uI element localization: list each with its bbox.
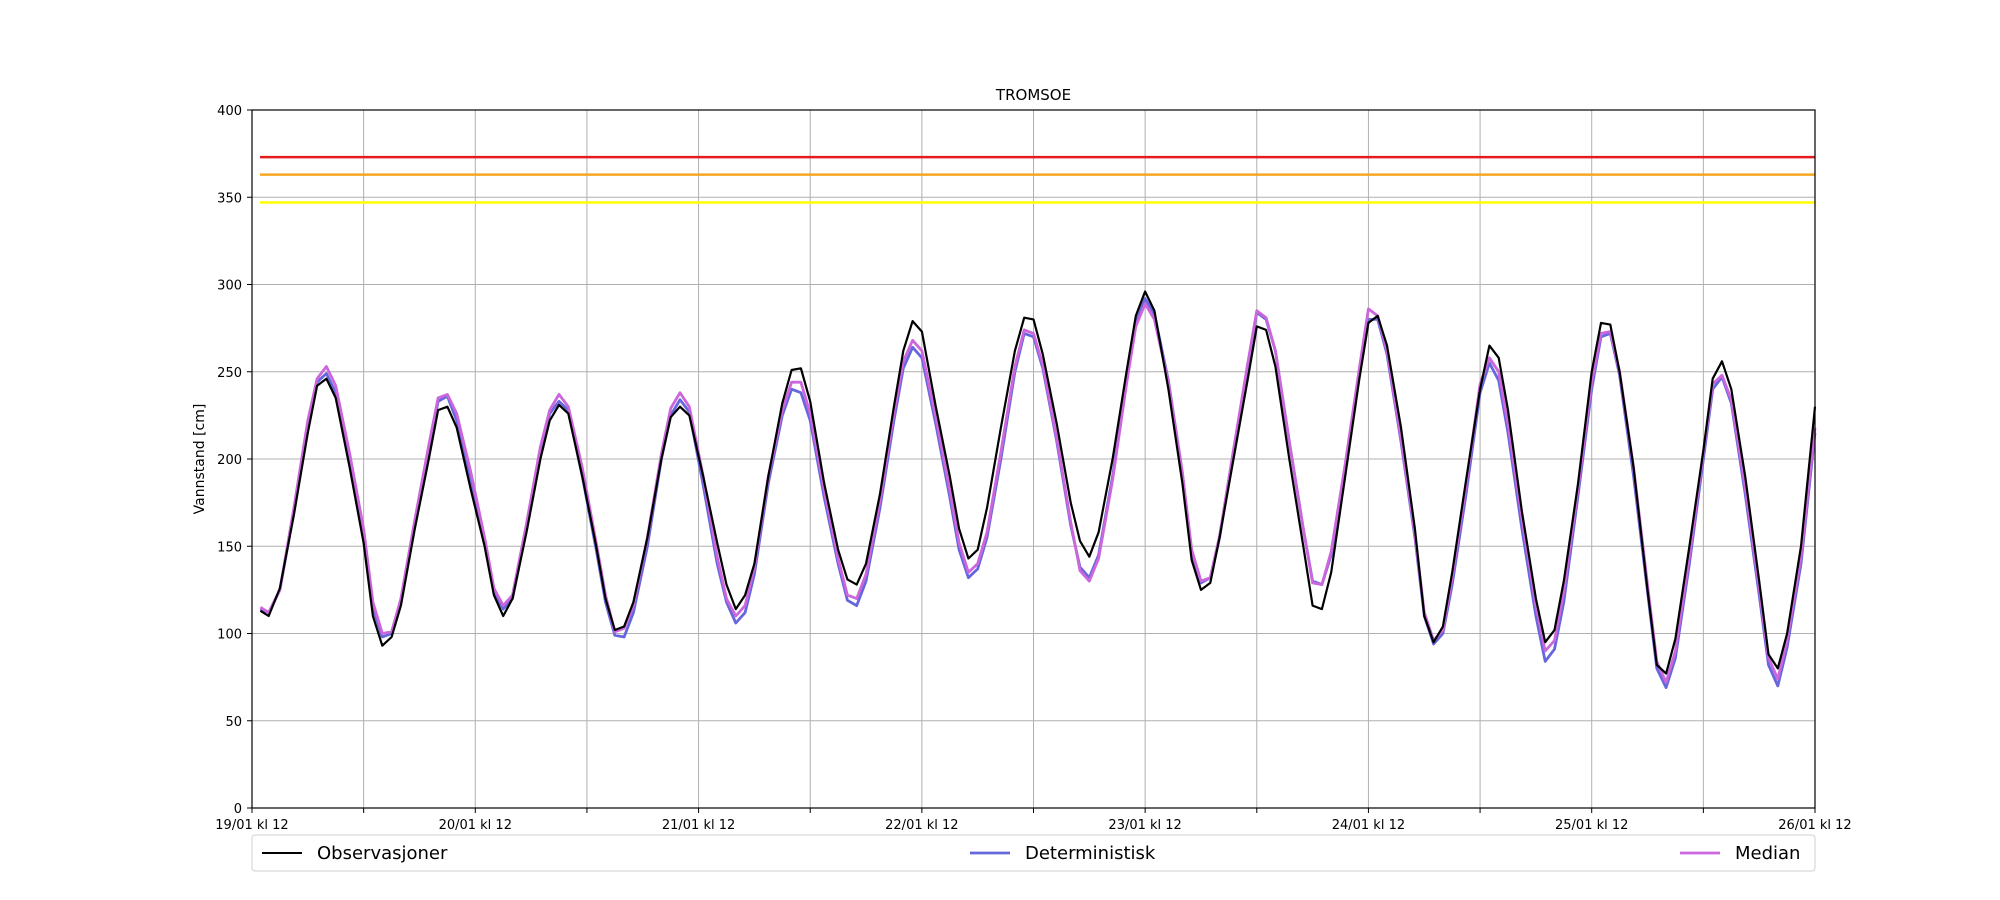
series-line-deterministisk xyxy=(259,297,1817,689)
y-tick-label: 400 xyxy=(217,104,242,119)
x-tick-label: 21/01 kl 12 xyxy=(662,818,735,833)
x-tick-label: 24/01 kl 12 xyxy=(1332,818,1405,833)
x-tick-label: 25/01 kl 12 xyxy=(1555,818,1628,833)
x-tick-label: 26/01 kl 12 xyxy=(1778,818,1851,833)
x-tick-label: 19/01 kl 12 xyxy=(215,818,288,833)
series-line-observasjoner xyxy=(259,290,1817,675)
legend-box xyxy=(251,834,1816,872)
y-axis-label: Vannstand [cm] xyxy=(192,404,208,515)
y-tick-label: 50 xyxy=(225,715,242,730)
chart-title: TROMSOE xyxy=(995,86,1071,104)
legend-label: Observasjoner xyxy=(317,843,448,864)
series-line-median xyxy=(259,302,1817,684)
legend: Observasjoner Deterministisk Median xyxy=(251,834,1816,872)
y-tick-label: 300 xyxy=(217,279,242,294)
x-tick-label: 22/01 kl 12 xyxy=(885,818,958,833)
x-tick-label: 23/01 kl 12 xyxy=(1108,818,1181,833)
y-tick-label: 350 xyxy=(217,191,242,206)
threshold-lines xyxy=(260,155,1815,204)
y-tick-label: 150 xyxy=(217,540,242,555)
legend-label: Deterministisk xyxy=(1025,843,1156,864)
axes: 0 50 100 150 200 250 300 350 400 19/01 kl 12 20/01… xyxy=(215,104,1851,833)
y-tick-label: 100 xyxy=(217,628,242,643)
y-tick-label: 200 xyxy=(217,453,242,468)
y-tick-label: 250 xyxy=(217,366,242,381)
legend-label: Median xyxy=(1735,843,1800,864)
y-tick-label: 0 xyxy=(234,802,242,817)
x-tick-label: 20/01 kl 12 xyxy=(439,818,512,833)
series-lines xyxy=(259,290,1817,689)
